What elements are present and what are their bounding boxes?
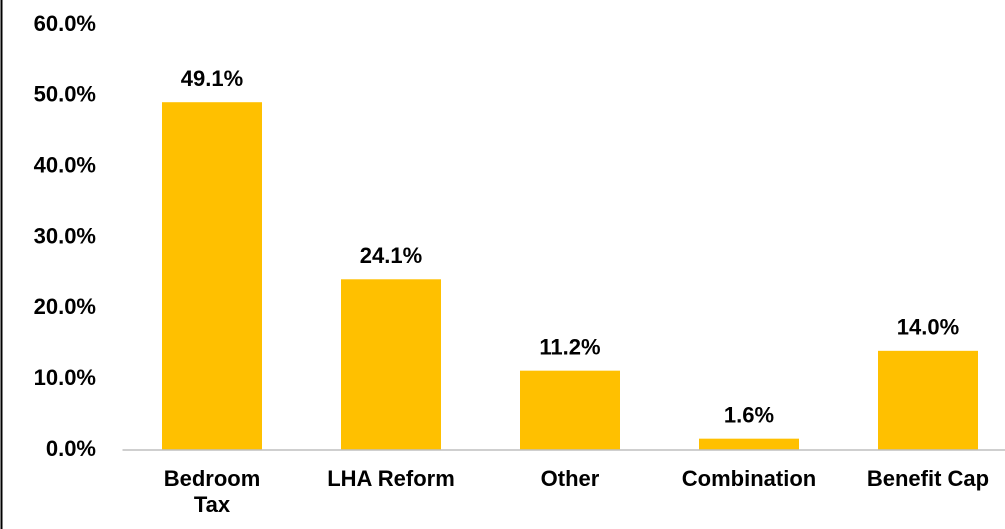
x-tick-label: Benefit Cap xyxy=(866,466,990,491)
x-tick-label: Other xyxy=(540,466,600,491)
x-tick-label: LHA Reform xyxy=(327,466,455,491)
data-label: 49.1% xyxy=(181,66,243,91)
y-tick-label: 40.0% xyxy=(34,152,96,177)
y-tick-label: 50.0% xyxy=(34,82,96,107)
y-tick-label: 20.0% xyxy=(34,294,96,319)
y-tick-label: 30.0% xyxy=(34,223,96,248)
y-tick-label: 60.0% xyxy=(34,11,96,36)
y-tick-label: 0.0% xyxy=(46,436,96,461)
data-label: 1.6% xyxy=(724,402,774,427)
bar xyxy=(520,370,620,450)
data-label: 14.0% xyxy=(897,315,959,340)
bar xyxy=(341,279,441,450)
data-label: 11.2% xyxy=(539,334,600,359)
x-tick-label: Combination xyxy=(681,466,817,491)
data-label: 24.1% xyxy=(360,243,422,268)
x-tick-label: Bedroom Tax xyxy=(163,466,261,517)
bar xyxy=(878,350,978,450)
bar xyxy=(162,102,262,450)
bar xyxy=(699,438,799,450)
y-tick-label: 10.0% xyxy=(34,365,96,390)
